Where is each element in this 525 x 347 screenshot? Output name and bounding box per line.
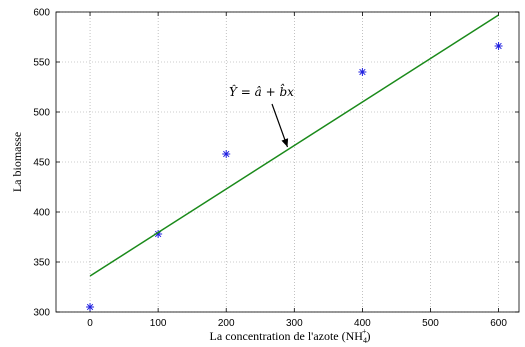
y-tick-label: 350 — [33, 258, 50, 269]
y-axis: 300 350 400 450 500 550 600 — [33, 8, 519, 319]
x-axis-label: La concentration de l'azote (NH4+) — [210, 327, 371, 345]
asterisk-stroke — [359, 68, 366, 76]
x-tick-label: 600 — [490, 318, 507, 329]
y-tick-label: 600 — [33, 8, 50, 19]
series-layer — [86, 14, 503, 311]
x-tick-label: 0 — [87, 318, 93, 329]
regression-line — [89, 14, 499, 277]
annotation-text: Ŷ = â + b̂x — [229, 82, 294, 99]
y-tick-label: 550 — [33, 58, 50, 69]
data-point — [358, 68, 367, 76]
x-tick-label: 400 — [354, 318, 371, 329]
x-axis: 0 100 200 300 400 500 600 — [87, 12, 507, 329]
annotation: Ŷ = â + b̂x — [229, 82, 294, 148]
annotation-arrowhead — [281, 138, 289, 147]
y-axis-label: La biomasse — [10, 132, 24, 192]
y-tick-label: 450 — [33, 158, 50, 169]
data-point — [494, 42, 503, 50]
grid — [56, 11, 519, 313]
x-tick-label: 300 — [286, 318, 303, 329]
x-tick-label: 100 — [150, 318, 167, 329]
y-tick-label: 400 — [33, 208, 50, 219]
asterisk-stroke — [223, 150, 230, 158]
x-tick-label: 500 — [422, 318, 439, 329]
data-point — [222, 150, 231, 158]
y-tick-label: 500 — [33, 108, 50, 119]
y-tick-label: 300 — [33, 308, 50, 319]
data-point — [86, 303, 95, 311]
x-tick-label: 200 — [218, 318, 235, 329]
asterisk-stroke — [86, 303, 94, 311]
asterisk-stroke — [495, 42, 502, 50]
